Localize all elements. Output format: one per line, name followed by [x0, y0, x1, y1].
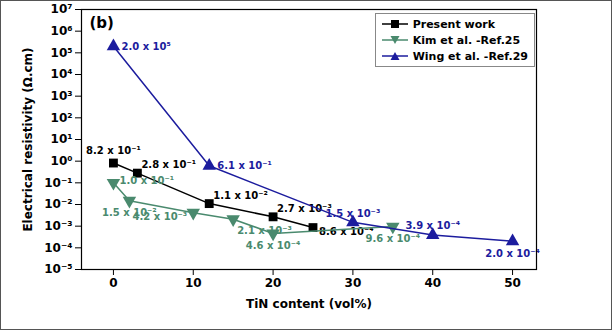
svg-text:10⁻¹: 10⁻¹	[44, 176, 72, 190]
svg-text:Electrical resistivity (Ω.cm): Electrical resistivity (Ω.cm)	[21, 47, 35, 231]
svg-text:1.5 x 10⁻³: 1.5 x 10⁻³	[326, 208, 381, 219]
svg-text:9.6 x 10⁻⁴: 9.6 x 10⁻⁴	[365, 233, 420, 244]
svg-text:2.0 x 10⁻⁴: 2.0 x 10⁻⁴	[485, 248, 540, 259]
svg-text:40: 40	[424, 276, 441, 290]
svg-text:(b): (b)	[90, 14, 114, 32]
svg-text:2.0 x 10⁵: 2.0 x 10⁵	[121, 41, 170, 52]
svg-text:8.6 x 10⁻⁴: 8.6 x 10⁻⁴	[319, 225, 374, 237]
svg-text:30: 30	[345, 276, 362, 290]
svg-text:20: 20	[265, 276, 282, 290]
svg-text:10⁻⁴: 10⁻⁴	[44, 241, 72, 255]
svg-text:10³: 10³	[51, 89, 73, 103]
svg-text:TiN content (vol%): TiN content (vol%)	[246, 297, 372, 311]
svg-text:2.7 x 10⁻³: 2.7 x 10⁻³	[277, 203, 332, 214]
svg-text:1.0 x 10⁻¹: 1.0 x 10⁻¹	[119, 175, 174, 186]
svg-text:10⁻²: 10⁻²	[44, 197, 72, 211]
svg-text:10¹: 10¹	[51, 132, 73, 146]
svg-text:10²: 10²	[51, 111, 73, 125]
svg-text:10⁷: 10⁷	[51, 2, 73, 16]
svg-text:6.1 x 10⁻¹: 6.1 x 10⁻¹	[217, 160, 272, 171]
svg-text:1.5 x 10⁻²: 1.5 x 10⁻²	[102, 206, 157, 218]
svg-text:10⁰: 10⁰	[51, 154, 73, 168]
html-text:Kim et al. -Ref.25: Kim et al. -Ref.25	[412, 33, 521, 47]
svg-text:0: 0	[109, 276, 117, 290]
svg-text:50: 50	[504, 276, 521, 290]
svg-text:10⁵: 10⁵	[51, 46, 73, 60]
svg-text:2.8 x 10⁻¹: 2.8 x 10⁻¹	[141, 159, 196, 170]
html-text:Present work: Present work	[412, 17, 495, 31]
html-text:Wing et al. -Ref.29: Wing et al. -Ref.29	[412, 49, 528, 63]
svg-text:10⁻³: 10⁻³	[44, 219, 72, 233]
svg-text:4.2 x 10⁻³: 4.2 x 10⁻³	[133, 211, 188, 222]
svg-text:3.9 x 10⁻⁴: 3.9 x 10⁻⁴	[405, 220, 460, 231]
svg-text:8.2 x 10⁻¹: 8.2 x 10⁻¹	[86, 145, 141, 156]
svg-text:10: 10	[185, 276, 202, 290]
svg-text:10⁴: 10⁴	[51, 67, 73, 81]
svg-text:10⁻⁵: 10⁻⁵	[44, 262, 72, 276]
svg-text:10⁶: 10⁶	[51, 24, 73, 38]
svg-text:2.1 x 10⁻³: 2.1 x 10⁻³	[237, 225, 292, 236]
svg-text:1.1 x 10⁻²: 1.1 x 10⁻²	[213, 190, 268, 201]
svg-text:4.6 x 10⁻⁴: 4.6 x 10⁻⁴	[246, 240, 301, 251]
